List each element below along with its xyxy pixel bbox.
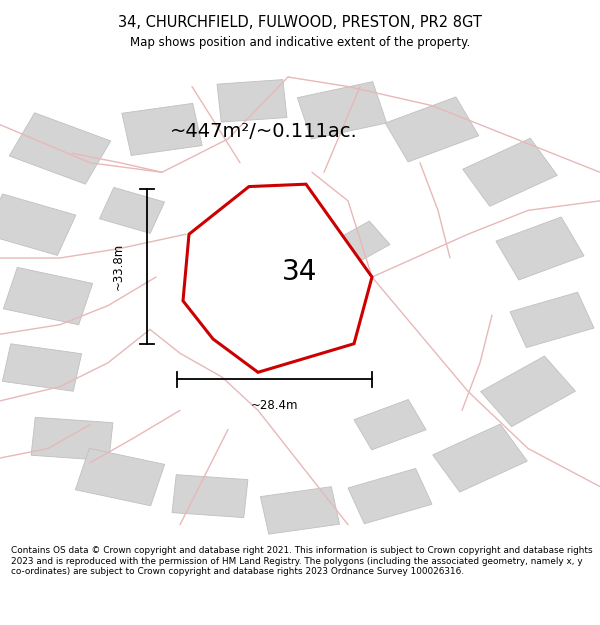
Polygon shape (481, 356, 575, 427)
Polygon shape (31, 418, 113, 461)
Polygon shape (2, 344, 82, 391)
Text: ~33.8m: ~33.8m (112, 242, 125, 290)
Polygon shape (9, 112, 111, 184)
Polygon shape (260, 487, 340, 534)
Text: 34, CHURCHFIELD, FULWOOD, PRESTON, PR2 8GT: 34, CHURCHFIELD, FULWOOD, PRESTON, PR2 8… (118, 15, 482, 30)
Polygon shape (330, 221, 390, 266)
Polygon shape (510, 292, 594, 348)
Polygon shape (226, 249, 290, 295)
Text: 34: 34 (283, 258, 317, 286)
Text: Map shows position and indicative extent of the property.: Map shows position and indicative extent… (130, 36, 470, 49)
Polygon shape (385, 97, 479, 162)
Polygon shape (463, 138, 557, 206)
Polygon shape (354, 399, 426, 450)
Text: Contains OS data © Crown copyright and database right 2021. This information is : Contains OS data © Crown copyright and d… (11, 546, 592, 576)
Polygon shape (217, 79, 287, 122)
Polygon shape (433, 424, 527, 492)
Text: ~447m²/~0.111ac.: ~447m²/~0.111ac. (170, 122, 358, 141)
Polygon shape (122, 103, 202, 156)
Text: ~28.4m: ~28.4m (251, 399, 298, 412)
Polygon shape (0, 194, 76, 256)
Polygon shape (100, 188, 164, 233)
Polygon shape (76, 448, 164, 506)
Polygon shape (183, 184, 372, 372)
Polygon shape (348, 469, 432, 524)
Polygon shape (496, 217, 584, 280)
Polygon shape (172, 474, 248, 518)
Polygon shape (298, 82, 386, 139)
Polygon shape (4, 268, 92, 325)
